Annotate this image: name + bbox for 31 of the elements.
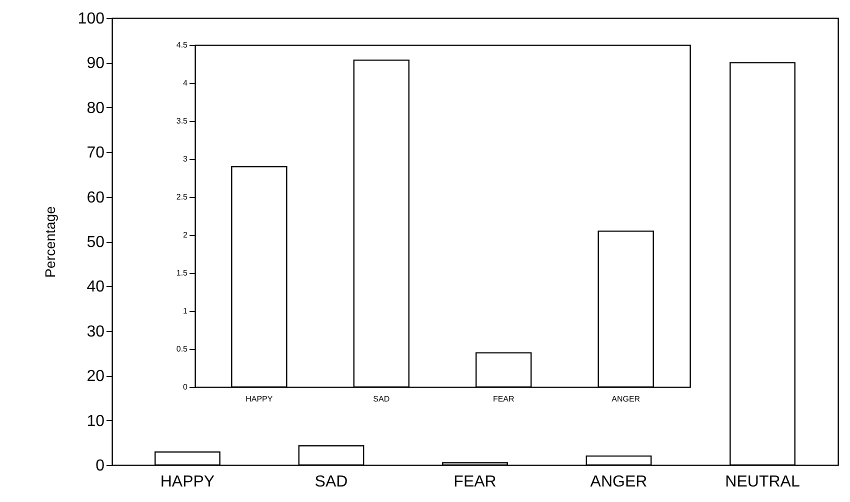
y-tick-label: 2.5 xyxy=(176,192,188,202)
y-tick-label: 1 xyxy=(183,306,188,316)
y-tick-label: 0 xyxy=(96,458,105,474)
x-tick-label: HAPPY xyxy=(160,474,215,490)
y-tick-label: 2 xyxy=(183,230,188,240)
y-tick-label: 0.5 xyxy=(176,344,188,354)
x-tick-label: ANGER xyxy=(590,474,648,490)
x-tick-label: FEAR xyxy=(454,474,496,490)
y-tick-label: 3 xyxy=(183,154,188,164)
x-tick-label: SAD xyxy=(373,394,390,404)
y-tick-label: 1.5 xyxy=(176,268,188,278)
y-tick-label: 3.5 xyxy=(176,116,188,126)
y-tick-label: 100 xyxy=(78,10,105,28)
y-tick-label: 50 xyxy=(86,234,105,251)
y-tick-label: 4 xyxy=(183,78,188,88)
y-tick-label: 4.5 xyxy=(176,40,188,50)
x-tick-label: FEAR xyxy=(492,394,514,404)
y-tick-label: 40 xyxy=(86,278,105,296)
y-tick-label: 20 xyxy=(86,368,105,386)
y-tick-label: 0 xyxy=(183,382,188,392)
y-axis-title: Percentage xyxy=(42,206,58,278)
y-tick-label: 60 xyxy=(86,189,105,206)
x-tick-label: NEUTRAL xyxy=(725,474,800,490)
y-tick-label: 10 xyxy=(86,412,105,430)
x-tick-label: ANGER xyxy=(612,394,640,404)
y-tick-label: 80 xyxy=(86,100,105,117)
y-tick-label: 90 xyxy=(86,55,105,72)
x-tick-label: SAD xyxy=(314,474,348,490)
y-tick-label: 70 xyxy=(86,144,105,162)
x-tick-label: HAPPY xyxy=(246,394,274,404)
y-tick-label: 30 xyxy=(86,323,105,340)
